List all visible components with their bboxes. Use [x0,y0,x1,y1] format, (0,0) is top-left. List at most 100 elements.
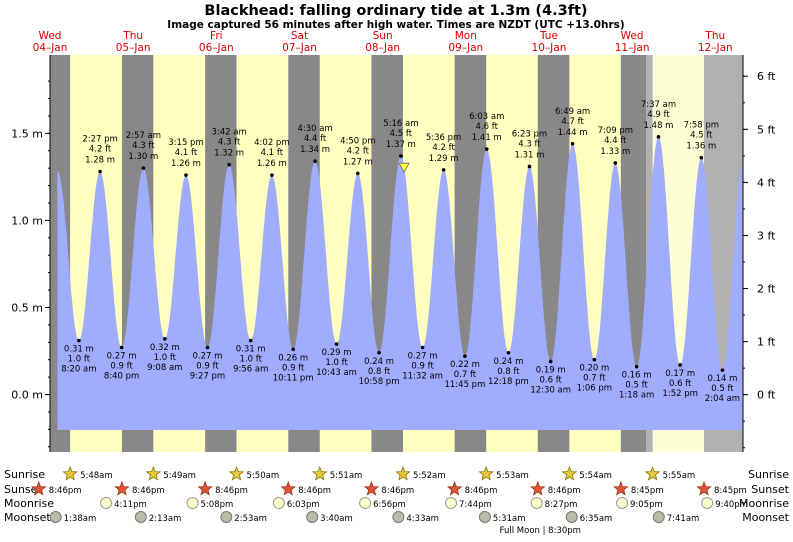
sunset-star-icon [363,480,380,496]
sunrise-row-label: Sunrise [4,468,45,481]
high-tide-meters: 1.29 m [429,154,459,164]
high-tide-meters: 1.41 m [472,133,502,143]
high-tide-feet: 4.5 ft [390,129,413,139]
sunrise-time: 5:52am [413,471,446,481]
low-tide-time: 1:06 pm [577,384,612,394]
high-tide-feet: 4.3 ft [132,141,155,151]
low-tide-feet: 0.5 ft [625,381,648,391]
low-tide-point [506,350,511,355]
low-tide-feet: 1.0 ft [325,358,348,368]
low-tide-point [205,345,210,350]
day-date: 07–Jan [282,42,317,54]
high-tide-feet: 4.2 ft [347,146,370,156]
low-tide-meters: 0.26 m [278,353,308,363]
day-date: 08–Jan [365,42,400,54]
moonset-time: 2:13am [149,514,182,524]
sunrise-time: 5:54am [579,471,612,481]
sunset-row-label: Sunset [4,483,42,496]
sunrise-star-icon [395,465,411,481]
high-tide-point [356,171,360,176]
low-tide-time: 1:52 pm [662,389,697,399]
day-date: 12–Jan [698,42,733,54]
high-tide-point [227,162,231,167]
sunrise-star-icon [478,465,494,481]
day-name: Mon [455,30,477,42]
high-tide-feet: 4.6 ft [476,122,499,132]
day-name: Sun [373,30,393,42]
low-tide-point [248,338,253,343]
high-tide-time: 4:50 pm [340,136,375,146]
moonrise-time: 4:11pm [114,500,147,510]
right-tick-label: 4 ft [757,176,776,189]
high-tide-feet: 4.2 ft [432,143,455,153]
sunrise-time: 5:51am [330,471,363,481]
low-tide-meters: 0.22 m [450,360,480,370]
high-tide-point [699,155,704,160]
low-tide-feet: 0.9 ft [110,362,133,372]
sunset-star-icon [197,480,213,496]
low-tide-time: 11:45 pm [444,380,485,390]
moonrise-row-label-right: Moonrise [739,497,789,510]
moonrise-moon-icon [616,497,629,509]
high-tide-point [184,173,188,177]
high-tide-time: 7:37 am [641,100,676,110]
right-tick-label: 5 ft [757,123,776,136]
high-tide-meters: 1.28 m [85,156,115,166]
moonset-time: 3:40am [320,514,353,524]
moonset-time: 1:38am [64,514,97,524]
high-tide-time: 7:09 pm [598,126,633,136]
sunrise-time: 5:48am [80,471,113,481]
low-tide-meters: 0.27 m [193,352,223,362]
low-tide-meters: 0.20 m [579,364,609,374]
sunset-star-icon [530,480,546,496]
high-tide-meters: 1.30 m [128,152,158,162]
low-tide-feet: 0.6 ft [669,379,692,389]
sunset-time: 8:46pm [49,486,82,496]
chart-subtitle: Image captured 56 minutes after high wat… [167,19,624,31]
day-date: 05–Jan [116,42,151,54]
high-tide-time: 3:15 pm [168,138,203,148]
high-tide-time: 4:02 pm [254,138,289,148]
sunset-time: 8:46pm [548,486,581,496]
low-tide-point [334,342,339,346]
high-tide-feet: 4.7 ft [561,117,584,127]
moonset-time: 6:35am [580,514,613,524]
low-tide-feet: 0.8 ft [368,367,391,377]
moonset-moon-icon [220,511,233,523]
high-tide-point [527,164,532,169]
high-tide-time: 2:57 am [126,131,161,141]
moonrise-time: 9:05pm [630,500,663,510]
high-tide-meters: 1.26 m [257,159,287,169]
moonrise-moon-icon [272,497,285,509]
moonrise-time: 6:03pm [287,500,320,510]
sunset-star-icon [280,480,296,496]
low-tide-meters: 0.32 m [150,343,180,353]
high-tide-time: 5:36 pm [426,133,461,143]
high-tide-feet: 4.4 ft [304,134,327,144]
moonrise-time: 6:56pm [373,500,406,510]
high-tide-time: 3:42 am [211,128,246,138]
low-tide-feet: 0.9 ft [196,362,219,372]
high-tide-feet: 4.4 ft [604,136,627,146]
day-name: Tue [539,30,558,42]
high-tide-point [441,168,446,172]
day-date: 06–Jan [199,42,234,54]
left-tick-label: 1.0 m [11,214,43,227]
low-tide-meters: 0.27 m [408,352,438,362]
high-tide-meters: 1.33 m [600,147,630,157]
moonset-time: 7:41am [667,514,700,524]
high-tide-meters: 1.48 m [644,121,674,131]
high-tide-meters: 1.31 m [515,150,545,160]
moonrise-moon-icon [186,497,199,509]
low-tide-time: 12:30 am [530,385,571,395]
low-tide-time: 8:40 pm [104,372,139,382]
day-name: Fri [210,30,223,42]
day-date: 10–Jan [532,42,567,54]
high-tide-feet: 4.2 ft [89,145,112,155]
right-tick-label: 6 ft [757,70,776,83]
moonrise-moon-icon [530,497,543,509]
sunrise-star-icon [145,465,162,481]
high-tide-time: 4:30 am [297,124,332,134]
low-tide-meters: 0.27 m [107,352,137,362]
